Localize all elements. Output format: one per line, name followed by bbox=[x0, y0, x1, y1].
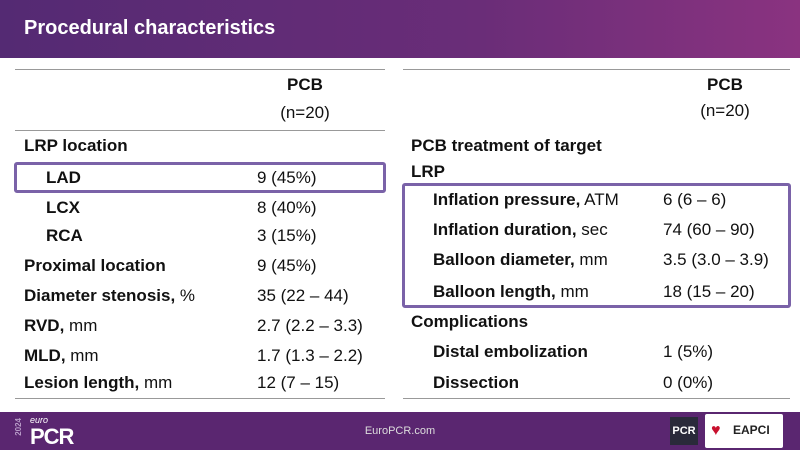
row-label: Distal embolization bbox=[433, 342, 588, 362]
label-text: Inflation pressure, bbox=[433, 190, 581, 209]
label-text: PCB treatment of target bbox=[411, 136, 602, 155]
row-label: RVD, mm bbox=[24, 316, 97, 336]
label-text: LRP location bbox=[24, 136, 128, 155]
label-text: Inflation duration, bbox=[433, 220, 577, 239]
label-text: LAD bbox=[46, 168, 81, 187]
eapci-logo: ♥ EAPCI bbox=[705, 414, 783, 448]
row-value: 1.7 (1.3 – 2.2) bbox=[257, 346, 363, 365]
unit-text: mm bbox=[139, 373, 173, 392]
row-label: LRP bbox=[411, 162, 445, 182]
label-text: Balloon diameter, bbox=[433, 250, 575, 269]
row-value: 1 (5%) bbox=[663, 342, 714, 361]
label-text: Lesion length, bbox=[24, 373, 140, 392]
row-label: Balloon length, mm bbox=[433, 282, 589, 302]
unit-text: ATM bbox=[580, 190, 619, 209]
label-text: LCX bbox=[46, 198, 80, 217]
right-col-header: PCB bbox=[707, 75, 743, 94]
row-label: Complications bbox=[411, 312, 528, 332]
footer-url: EuroPCR.com bbox=[364, 425, 436, 437]
label-text: Diameter stenosis, bbox=[24, 286, 176, 305]
title-bar: Procedural characteristics bbox=[0, 0, 800, 58]
row-label: LRP location bbox=[24, 136, 128, 156]
label-text: Complications bbox=[411, 312, 529, 331]
eapci-label: EAPCI bbox=[733, 423, 770, 437]
left-col-header: PCB bbox=[287, 75, 323, 94]
divider bbox=[403, 398, 790, 399]
pcr-badge: PCR bbox=[670, 417, 698, 445]
row-label: Balloon diameter, mm bbox=[433, 250, 608, 270]
left-col-subheader: (n=20) bbox=[280, 103, 330, 122]
label-text: Proximal location bbox=[24, 256, 166, 275]
page-title: Procedural characteristics bbox=[24, 17, 276, 39]
row-label: Diameter stenosis, % bbox=[24, 286, 195, 306]
unit-text: mm bbox=[64, 316, 98, 335]
row-label: Inflation pressure, ATM bbox=[433, 190, 619, 210]
label-text: LRP bbox=[411, 162, 445, 181]
row-value: 12 (7 – 15) bbox=[257, 373, 340, 392]
row-value: 0 (0%) bbox=[663, 373, 714, 392]
label-text: RCA bbox=[46, 226, 83, 245]
row-value: 35 (22 – 44) bbox=[257, 286, 349, 305]
row-label: LAD bbox=[46, 168, 81, 188]
unit-text: mm bbox=[574, 250, 608, 269]
row-value: 9 (45%) bbox=[257, 168, 317, 187]
divider bbox=[15, 398, 385, 399]
label-text: Dissection bbox=[433, 373, 519, 392]
row-value: 2.7 (2.2 – 3.3) bbox=[257, 316, 363, 335]
row-label: Dissection bbox=[433, 373, 519, 393]
divider bbox=[15, 130, 385, 131]
unit-text: % bbox=[175, 286, 196, 305]
row-label: Inflation duration, sec bbox=[433, 220, 608, 240]
row-value: 9 (45%) bbox=[257, 256, 317, 275]
unit-text: sec bbox=[576, 220, 608, 239]
row-label: MLD, mm bbox=[24, 346, 99, 366]
row-label: Proximal location bbox=[24, 256, 166, 276]
row-value: 6 (6 – 6) bbox=[663, 190, 727, 209]
row-label: LCX bbox=[46, 198, 80, 218]
logo-euro: euro bbox=[30, 415, 49, 425]
label-text: Distal embolization bbox=[433, 342, 588, 361]
heart-icon: ♥ bbox=[711, 422, 721, 439]
divider bbox=[15, 69, 385, 70]
row-label: Lesion length, mm bbox=[24, 373, 172, 393]
unit-text: mm bbox=[555, 282, 589, 301]
label-text: RVD, bbox=[24, 316, 65, 335]
divider bbox=[403, 69, 790, 70]
unit-text: mm bbox=[65, 346, 99, 365]
row-value: 74 (60 – 90) bbox=[663, 220, 755, 239]
row-value: 3 (15%) bbox=[257, 226, 317, 245]
right-col-subheader: (n=20) bbox=[700, 101, 750, 120]
label-text: Balloon length, bbox=[433, 282, 556, 301]
row-label: RCA bbox=[46, 226, 83, 246]
row-value: 18 (15 – 20) bbox=[663, 282, 755, 301]
logo-pcr: PCR bbox=[30, 424, 74, 449]
footer: 2024 euro PCR EuroPCR.com PCR ♥ EAPCI bbox=[0, 412, 800, 450]
highlight-box bbox=[14, 162, 386, 193]
row-label: PCB treatment of target bbox=[411, 136, 602, 156]
row-value: 8 (40%) bbox=[257, 198, 317, 217]
highlight-box bbox=[402, 183, 791, 308]
row-value: 3.5 (3.0 – 3.9) bbox=[663, 250, 769, 269]
label-text: MLD, bbox=[24, 346, 66, 365]
